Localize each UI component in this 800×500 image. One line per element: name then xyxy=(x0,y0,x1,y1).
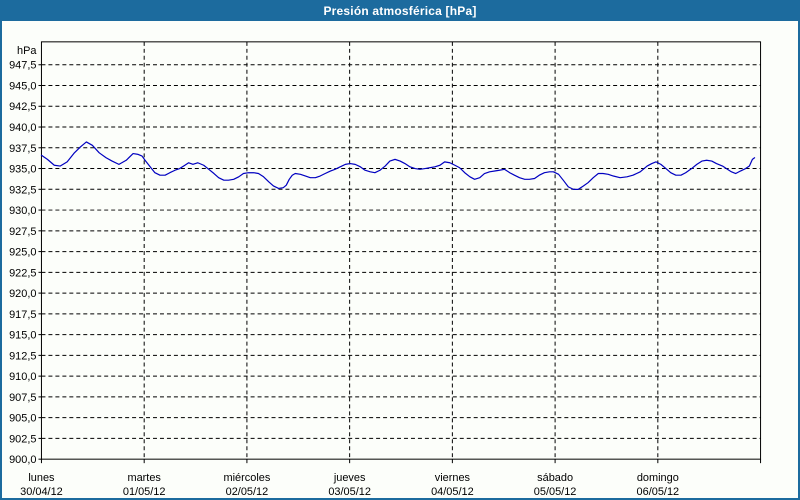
y-axis-label: 930,0 xyxy=(9,205,36,217)
y-axis-label: 902,5 xyxy=(9,433,36,445)
day-name-label: domingo xyxy=(637,472,679,484)
day-date-label: 06/05/12 xyxy=(637,486,680,498)
y-axis-label: 922,5 xyxy=(9,267,36,279)
y-axis-label: 910,0 xyxy=(9,371,36,383)
day-name-label: jueves xyxy=(333,472,366,484)
y-axis-label: 937,5 xyxy=(9,143,36,155)
window-title: Presión atmosférica [hPa] xyxy=(323,4,477,18)
day-date-label: 02/05/12 xyxy=(226,486,269,498)
y-axis-label: 942,5 xyxy=(9,101,36,113)
day-date-label: 01/05/12 xyxy=(123,486,166,498)
day-date-label: 04/05/12 xyxy=(431,486,474,498)
day-name-label: lunes xyxy=(28,472,55,484)
y-axis-label: 932,5 xyxy=(9,184,36,196)
y-axis-label: 920,0 xyxy=(9,288,36,300)
y-axis-label: 917,5 xyxy=(9,309,36,321)
day-date-label: 30/04/12 xyxy=(20,486,63,498)
day-name-label: sábado xyxy=(537,472,573,484)
y-axis-unit-label: hPa xyxy=(17,45,37,57)
y-axis-label: 947,5 xyxy=(9,60,36,72)
y-axis-label: 900,0 xyxy=(9,454,36,466)
y-axis-label: 925,0 xyxy=(9,247,36,259)
window-titlebar: Presión atmosférica [hPa] xyxy=(2,2,798,21)
y-axis-label: 907,5 xyxy=(9,392,36,404)
day-name-label: viernes xyxy=(435,472,471,484)
y-axis-label: 915,0 xyxy=(9,330,36,342)
pressure-line xyxy=(40,141,756,190)
y-axis-label: 935,0 xyxy=(9,164,36,176)
day-date-label: 03/05/12 xyxy=(328,486,371,498)
y-axis-label: 945,0 xyxy=(9,80,36,92)
y-axis-label: 912,5 xyxy=(9,350,36,362)
day-date-label: 05/05/12 xyxy=(534,486,577,498)
y-axis-label: 905,0 xyxy=(9,413,36,425)
day-name-label: martes xyxy=(127,472,161,484)
y-axis-label: 927,5 xyxy=(9,226,36,238)
day-name-label: miércoles xyxy=(224,472,271,484)
pressure-chart: 947,5 945,0 942,5 940,0 937,5 935,0 932,5 930,0… xyxy=(9,41,762,498)
y-axis-label: 940,0 xyxy=(9,122,36,134)
plot-area xyxy=(40,41,762,460)
